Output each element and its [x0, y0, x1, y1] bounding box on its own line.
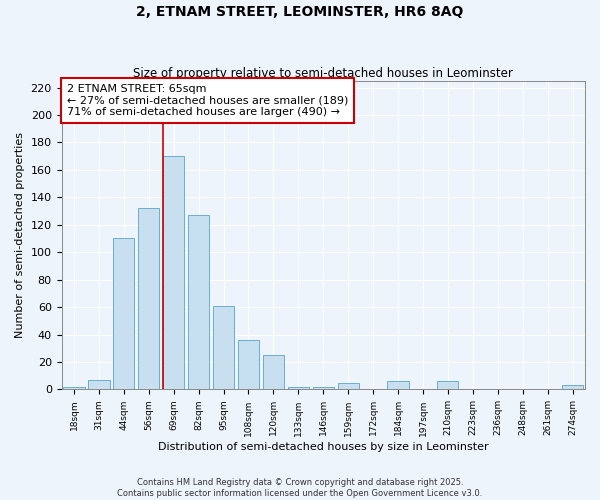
Bar: [263, 355, 284, 390]
Text: Contains HM Land Registry data © Crown copyright and database right 2025.
Contai: Contains HM Land Registry data © Crown c…: [118, 478, 482, 498]
Bar: [213, 306, 234, 390]
Bar: [188, 215, 209, 390]
Bar: [313, 386, 334, 390]
Bar: [562, 386, 583, 390]
Bar: [138, 208, 160, 390]
Text: 2, ETNAM STREET, LEOMINSTER, HR6 8AQ: 2, ETNAM STREET, LEOMINSTER, HR6 8AQ: [136, 5, 464, 19]
Bar: [388, 381, 409, 390]
Text: 2 ETNAM STREET: 65sqm
← 27% of semi-detached houses are smaller (189)
71% of sem: 2 ETNAM STREET: 65sqm ← 27% of semi-deta…: [67, 84, 348, 117]
Bar: [163, 156, 184, 390]
X-axis label: Distribution of semi-detached houses by size in Leominster: Distribution of semi-detached houses by …: [158, 442, 488, 452]
Bar: [288, 386, 309, 390]
Bar: [238, 340, 259, 390]
Bar: [338, 382, 359, 390]
Title: Size of property relative to semi-detached houses in Leominster: Size of property relative to semi-detach…: [133, 66, 513, 80]
Bar: [64, 386, 85, 390]
Y-axis label: Number of semi-detached properties: Number of semi-detached properties: [15, 132, 25, 338]
Bar: [88, 380, 110, 390]
Bar: [113, 238, 134, 390]
Bar: [437, 381, 458, 390]
